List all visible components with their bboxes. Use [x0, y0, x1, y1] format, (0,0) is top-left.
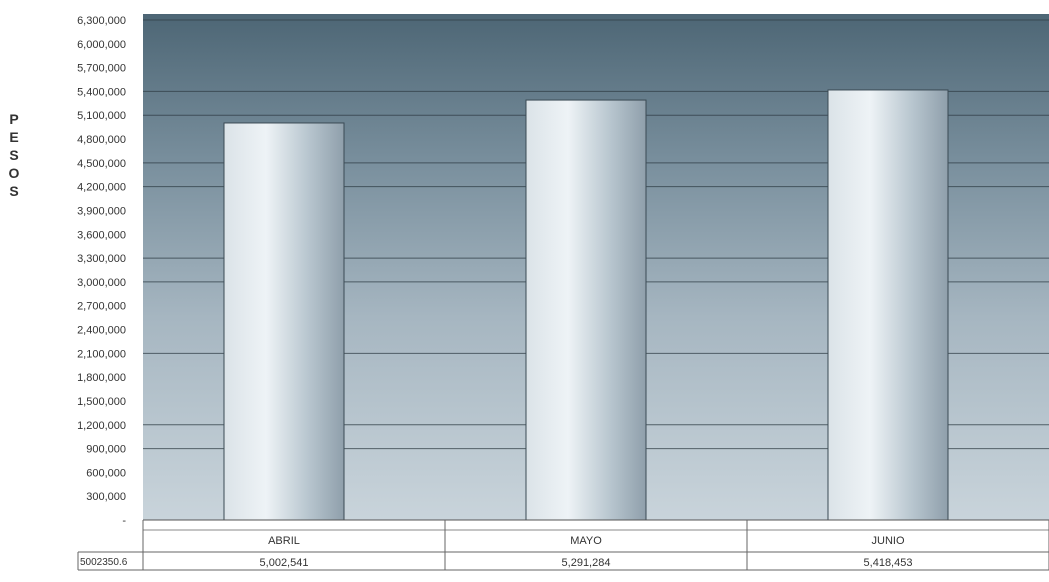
y-tick-label: 3,000,000 — [77, 277, 126, 289]
y-tick-label: 2,700,000 — [77, 301, 126, 313]
y-tick-label: 900,000 — [86, 444, 126, 456]
y-tick-label: 6,000,000 — [77, 39, 126, 51]
y-tick-label: 4,500,000 — [77, 158, 126, 170]
x-category-label: MAYO — [570, 535, 602, 547]
y-axis-label-letter: E — [9, 129, 18, 145]
y-tick-label: 4,800,000 — [77, 134, 126, 146]
y-tick-label: 1,800,000 — [77, 372, 126, 384]
y-tick-label: 3,300,000 — [77, 253, 126, 265]
x-category-label: JUNIO — [872, 535, 905, 547]
data-value-label: 5,418,453 — [864, 557, 913, 569]
y-axis-label-letter: P — [9, 111, 18, 127]
y-tick-label: 6,300,000 — [77, 15, 126, 27]
y-axis-label-letter: O — [9, 165, 20, 181]
x-category-label: ABRIL — [268, 535, 300, 547]
y-tick-label: 3,900,000 — [77, 205, 126, 217]
data-value-label: 5,002,541 — [260, 557, 309, 569]
y-tick-label: 5,100,000 — [77, 110, 126, 122]
y-tick-label: 600,000 — [86, 467, 126, 479]
y-tick-label: 4,200,000 — [77, 182, 126, 194]
bar-mayo — [525, 99, 647, 521]
y-tick-label: 5,400,000 — [77, 86, 126, 98]
y-tick-label: 2,100,000 — [77, 348, 126, 360]
y-axis-label-letter: S — [9, 147, 18, 163]
bars — [223, 89, 949, 521]
y-tick-label: 300,000 — [86, 491, 126, 503]
bar-junio — [827, 89, 949, 521]
y-tick-label: 2,400,000 — [77, 325, 126, 337]
table-row-label: 5002350.6 — [80, 557, 128, 568]
y-tick-label: 1,200,000 — [77, 420, 126, 432]
data-table: 5002350.6 ABRIL 5,002,541 MAYO 5,291,284 JUNI… — [77, 519, 1049, 571]
y-tick-label: - — [122, 515, 126, 527]
y-tick-label: 3,600,000 — [77, 229, 126, 241]
y-tick-label: 1,500,000 — [77, 396, 126, 408]
y-axis-ticks: - 300,000 600,000 900,000 1,200,000 1,500,000… — [77, 15, 126, 527]
y-axis-label-letter: S — [9, 183, 18, 199]
data-value-label: 5,291,284 — [562, 557, 611, 569]
bar-abril — [223, 122, 345, 521]
y-tick-label: 5,700,000 — [77, 63, 126, 75]
